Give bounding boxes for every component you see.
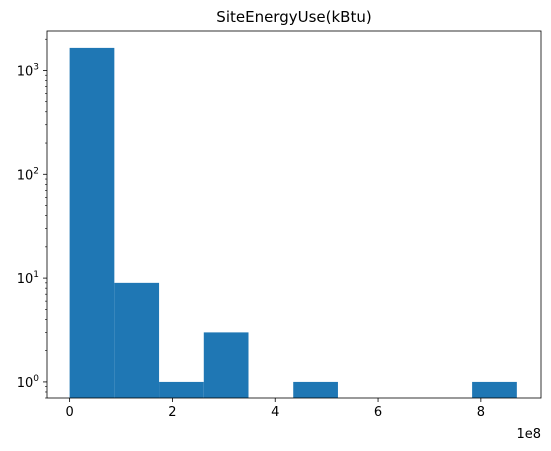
y-tick-label: 101	[17, 270, 39, 287]
histogram-bar	[293, 381, 338, 398]
x-tick-label: 4	[271, 405, 279, 420]
histogram-bar	[203, 332, 249, 398]
y-tick-label: 103	[17, 62, 39, 79]
x-tick-label: 0	[65, 405, 73, 420]
x-tick-label: 2	[168, 405, 176, 420]
y-tick-label: 100	[17, 374, 40, 391]
x-tick-label: 6	[374, 405, 382, 420]
histogram-bar	[114, 282, 160, 398]
axes-frame	[46, 30, 542, 399]
histogram-bar	[159, 381, 204, 398]
x-offset-label: 1e8	[516, 427, 541, 442]
chart-title: SiteEnergyUse(kBtu)	[216, 8, 371, 26]
bars-group	[69, 47, 517, 398]
y-axis: 100 101 102 103	[17, 38, 47, 399]
y-tick-label: 102	[17, 166, 39, 183]
x-axis: 0 2 4 6 8	[65, 398, 485, 420]
histogram-bar	[69, 47, 115, 398]
x-tick-label: 8	[477, 405, 485, 420]
histogram-bar	[472, 381, 517, 398]
